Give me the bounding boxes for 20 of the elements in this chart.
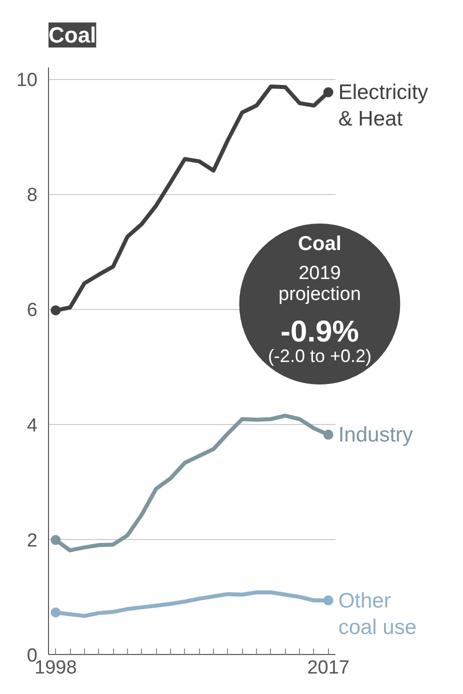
- y-tick-label: 4: [26, 415, 38, 436]
- y-tick-label: 8: [26, 185, 38, 206]
- point: [50, 534, 61, 545]
- annotation: -0.9%: [280, 316, 359, 349]
- point: [50, 305, 61, 316]
- series-label: Electricity & Heat: [338, 81, 429, 131]
- point: [323, 87, 334, 98]
- annotation: 2019 projection: [278, 263, 361, 306]
- y-tick-label: 10: [16, 70, 38, 92]
- y-tick-label: 6: [26, 300, 38, 322]
- x-tick-label: 2017: [307, 658, 350, 678]
- series-label: Industry: [338, 424, 414, 447]
- point: [323, 595, 334, 606]
- annotation: Coal: [298, 233, 342, 256]
- chart-title: Coal: [48, 22, 96, 48]
- point: [50, 608, 61, 618]
- y-tick-label: 2: [26, 530, 38, 552]
- series-label: Other coal use: [338, 589, 417, 639]
- point: [323, 430, 334, 440]
- annotation: (-2.0 to +0.2): [268, 346, 372, 366]
